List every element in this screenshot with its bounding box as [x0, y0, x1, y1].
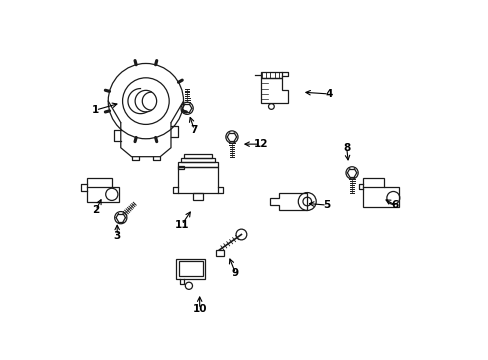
Text: 12: 12 [253, 139, 267, 149]
Bar [178, 167, 217, 193]
Bar [183, 154, 212, 158]
Text: 7: 7 [190, 125, 198, 135]
Text: 5: 5 [323, 200, 330, 210]
Bar [176, 259, 204, 279]
Bar [215, 250, 223, 256]
Bar [180, 158, 215, 162]
Text: 8: 8 [343, 143, 349, 153]
Text: 3: 3 [113, 231, 121, 240]
Text: 1: 1 [92, 105, 99, 115]
Bar [178, 166, 183, 169]
Bar [178, 162, 217, 167]
Bar [179, 261, 202, 276]
Text: 4: 4 [325, 89, 332, 99]
Bar [192, 193, 203, 200]
Text: 10: 10 [192, 304, 206, 314]
Text: 6: 6 [391, 200, 398, 210]
Text: 9: 9 [231, 268, 239, 278]
Text: 11: 11 [174, 220, 188, 230]
Text: 2: 2 [92, 206, 99, 216]
